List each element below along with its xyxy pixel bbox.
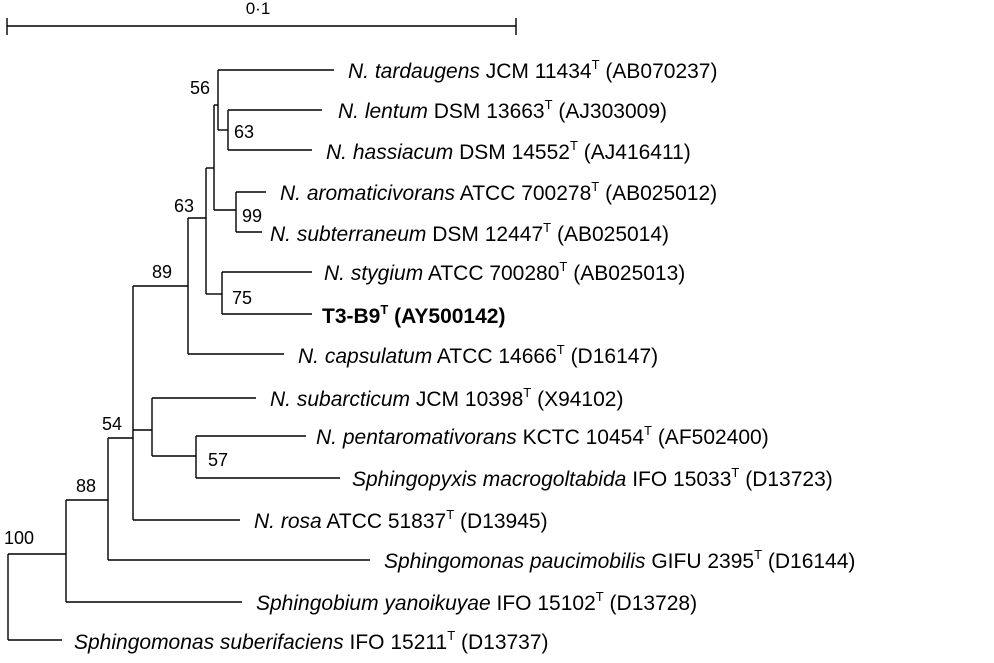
scale-bar-label: 0·1: [246, 0, 271, 18]
bootstrap-value: 63: [174, 196, 194, 216]
taxon-label-t3b9: T3-B9T (AY500142): [322, 302, 505, 328]
taxon-label-pentaromativorans: N. pentaromativorans KCTC 10454T (AF5024…: [316, 423, 769, 449]
taxon-label-yanoikuyae: Sphingobium yanoikuyae IFO 15102T (D1372…: [256, 589, 697, 615]
bootstrap-value: 54: [102, 414, 122, 434]
bootstrap-value: 75: [232, 288, 252, 308]
taxon-label-capsulatum: N. capsulatum ATCC 14666T (D16147): [298, 342, 658, 368]
tree-branches: [7, 69, 370, 641]
bootstrap-value: 88: [76, 476, 96, 496]
bootstrap-value: 100: [4, 528, 34, 548]
taxon-label-macrogoltabida: Sphingopyxis macrogoltabida IFO 15033T (…: [352, 465, 833, 491]
taxon-label-tardaugens: N. tardaugens JCM 11434T (AB070237): [348, 57, 717, 83]
taxon-label-paucimobilis: Sphingomonas paucimobilis GIFU 2395T (D1…: [384, 547, 855, 573]
taxon-label-lentum: N. lentum DSM 13663T (AJ303009): [338, 97, 667, 123]
taxon-label-subterraneum: N. subterraneum DSM 12447T (AB025014): [270, 220, 669, 246]
bootstrap-value: 63: [234, 122, 254, 142]
taxon-label-aromaticivorans: N. aromaticivorans ATCC 700278T (AB02501…: [280, 179, 717, 205]
taxon-label-subarcticum: N. subarcticum JCM 10398T (X94102): [270, 385, 623, 411]
taxon-label-rosa: N. rosa ATCC 51837T (D13945): [254, 507, 548, 533]
scale-bar: 0·1: [6, 0, 517, 35]
bootstrap-value: 56: [190, 78, 210, 98]
bootstrap-value: 99: [242, 206, 262, 226]
bootstrap-values: 100 88 54 89 63 56 63 99 75 57: [4, 78, 262, 548]
taxon-label-hassiacum: N. hassiacum DSM 14552T (AJ416411): [326, 138, 691, 164]
taxon-label-suberifaciens: Sphingomonas suberifaciens IFO 15211T (D…: [74, 628, 549, 654]
taxon-labels: N. tardaugens JCM 11434T (AB070237) N. l…: [74, 57, 855, 654]
taxon-label-stygium: N. stygium ATCC 700280T (AB025013): [324, 259, 685, 285]
bootstrap-value: 57: [208, 450, 228, 470]
bootstrap-value: 89: [152, 262, 172, 282]
